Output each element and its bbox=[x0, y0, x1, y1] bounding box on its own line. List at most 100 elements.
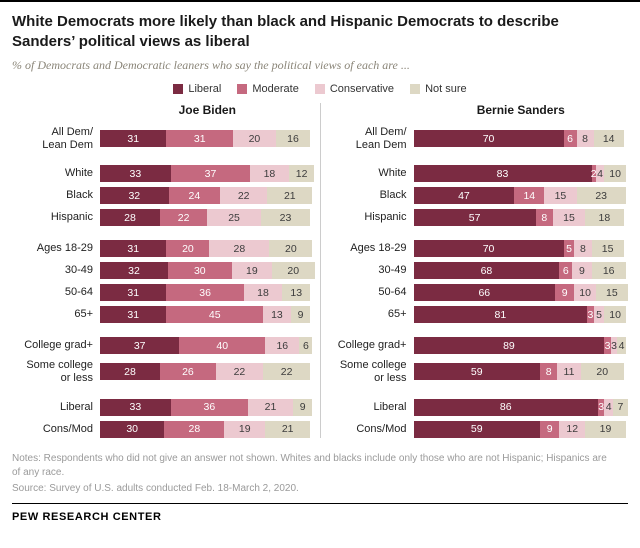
legend-item-liberal: Liberal bbox=[173, 83, 221, 95]
row-label: 65+ bbox=[74, 308, 93, 321]
segment-moderate: 36 bbox=[166, 284, 244, 302]
segment-conservative: 5 bbox=[593, 306, 605, 324]
stacked-bar: 68 6 9 16 bbox=[413, 262, 629, 280]
segment-moderate: 37 bbox=[170, 165, 251, 183]
segment-conservative: 15 bbox=[552, 209, 586, 227]
segment-liberal: 83 bbox=[413, 165, 592, 183]
segment-conservative: 4 bbox=[595, 165, 605, 183]
footer-rule bbox=[12, 502, 628, 504]
segment-moderate: 2 bbox=[591, 165, 597, 183]
segment-moderate: 30 bbox=[167, 262, 232, 280]
stacked-bar: 33 37 18 12 bbox=[100, 165, 315, 183]
segment-conservative: 18 bbox=[250, 165, 289, 183]
stacked-bar: 89 3 3 4 bbox=[413, 337, 629, 355]
row-label: 65+ bbox=[387, 308, 407, 321]
segment-not-sure: 7 bbox=[612, 398, 628, 416]
bar-row-hispanic: Hispanic 57 8 15 18 bbox=[326, 209, 629, 227]
legend-item-conservative: Conservative bbox=[314, 83, 395, 95]
segment-liberal: 70 bbox=[413, 240, 564, 258]
stacked-bar: 70 6 8 14 bbox=[413, 130, 629, 148]
legend: Liberal Moderate Conservative Not sure bbox=[12, 83, 628, 95]
segment-moderate: 3 bbox=[587, 306, 594, 324]
row-group: College grad+ 37 40 16 6 Some college or less… bbox=[12, 337, 315, 384]
legend-label: Conservative bbox=[329, 83, 395, 95]
row-group: All Dem/ Lean Dem 70 6 8 14 bbox=[326, 126, 629, 151]
segment-liberal: 47 bbox=[413, 187, 515, 205]
stacked-bar: 57 8 15 18 bbox=[413, 209, 629, 227]
stacked-bar: 31 36 18 13 bbox=[100, 284, 315, 302]
segment-liberal: 81 bbox=[413, 306, 588, 324]
segment-not-sure: 20 bbox=[580, 363, 624, 381]
stacked-bar: 81 3 5 10 bbox=[413, 306, 629, 324]
bar-row-college-grad+: College grad+ 89 3 3 4 bbox=[326, 337, 629, 355]
segment-moderate: 6 bbox=[563, 130, 577, 148]
row-label: All Dem/ Lean Dem bbox=[42, 126, 93, 151]
segment-not-sure: 9 bbox=[290, 306, 311, 324]
stacked-bar: 70 5 8 15 bbox=[413, 240, 629, 258]
segment-moderate: 9 bbox=[540, 420, 560, 438]
bar-row-college-grad+: College grad+ 37 40 16 6 bbox=[12, 337, 315, 355]
segment-not-sure: 16 bbox=[591, 262, 626, 280]
bar-row-30-49: 30-49 32 30 19 20 bbox=[12, 262, 315, 280]
row-group: Liberal 86 3 4 7 Cons/Mod 59 9 12 19 bbox=[326, 398, 629, 438]
stacked-bar: 31 45 13 9 bbox=[100, 306, 315, 324]
chart-title: White Democrats more likely than black a… bbox=[12, 13, 559, 50]
segment-not-sure: 9 bbox=[293, 398, 313, 416]
row-label: White bbox=[378, 167, 407, 180]
row-label: Cons/Mod bbox=[42, 422, 93, 435]
segment-liberal: 66 bbox=[413, 284, 556, 302]
segment-not-sure: 19 bbox=[585, 420, 626, 438]
row-label: Black bbox=[66, 189, 93, 202]
chart-source: Source: Survey of U.S. adults conducted … bbox=[12, 482, 299, 494]
segment-liberal: 68 bbox=[413, 262, 560, 280]
segment-moderate: 20 bbox=[166, 240, 210, 258]
row-group: Ages 18-29 31 20 28 20 30-49 32 30 19 20 50-64 31 36… bbox=[12, 240, 315, 324]
bar-row-black: Black 47 14 15 23 bbox=[326, 187, 629, 205]
segment-moderate: 8 bbox=[535, 209, 553, 227]
segment-moderate: 5 bbox=[563, 240, 575, 258]
row-group: White 83 2 4 10 Black 47 14 15 23 Hispanic 57 8 15 18 bbox=[326, 165, 629, 227]
bar-row-black: Black 32 24 22 21 bbox=[12, 187, 315, 205]
stacked-bar: 31 31 20 16 bbox=[100, 130, 315, 148]
segment-conservative: 4 bbox=[604, 398, 613, 416]
bar-row-white: White 33 37 18 12 bbox=[12, 165, 315, 183]
row-label: Ages 18-29 bbox=[36, 242, 93, 255]
segment-moderate: 3 bbox=[604, 337, 611, 355]
row-label: Hispanic bbox=[364, 211, 407, 224]
stacked-bar: 59 9 12 19 bbox=[413, 420, 629, 438]
stacked-bar-chart: Joe Biden All Dem/ Lean Dem 31 31 20 16 White… bbox=[12, 103, 628, 438]
legend-label: Moderate bbox=[252, 83, 299, 95]
pew-research-center-brand: PEW RESEARCH CENTER bbox=[12, 510, 162, 523]
stacked-bar: 32 24 22 21 bbox=[100, 187, 315, 205]
stacked-bar: 32 30 19 20 bbox=[100, 262, 315, 280]
segment-conservative: 11 bbox=[557, 363, 581, 381]
segment-conservative: 25 bbox=[207, 209, 261, 227]
panel-rows-joe-biden: All Dem/ Lean Dem 31 31 20 16 White 33 37 18 12 Bl… bbox=[12, 126, 315, 438]
panel-divider bbox=[319, 103, 321, 438]
segment-not-sure: 4 bbox=[617, 337, 626, 355]
row-label: 30-49 bbox=[378, 264, 407, 277]
bar-row-liberal: Liberal 33 36 21 9 bbox=[12, 398, 315, 416]
segment-liberal: 33 bbox=[100, 398, 171, 416]
segment-moderate: 22 bbox=[160, 209, 208, 227]
segment-not-sure: 15 bbox=[591, 240, 624, 258]
panel-joe-biden: Joe Biden All Dem/ Lean Dem 31 31 20 16 White… bbox=[12, 103, 315, 438]
row-label: Some college or less bbox=[339, 359, 407, 384]
segment-conservative: 8 bbox=[574, 240, 592, 258]
legend-label: Liberal bbox=[188, 83, 222, 95]
liberal-swatch-icon bbox=[173, 84, 184, 94]
row-label: 50-64 bbox=[64, 286, 93, 299]
segment-conservative: 16 bbox=[265, 337, 300, 355]
segment-liberal: 57 bbox=[413, 209, 536, 227]
row-label: All Dem/ Lean Dem bbox=[355, 126, 407, 151]
bar-row-all-dem-lean-dem: All Dem/ Lean Dem 70 6 8 14 bbox=[326, 126, 629, 151]
legend-item-moderate: Moderate bbox=[237, 83, 299, 95]
bar-row-all-dem-lean-dem: All Dem/ Lean Dem 31 31 20 16 bbox=[12, 126, 315, 151]
bar-row-liberal: Liberal 86 3 4 7 bbox=[326, 398, 629, 416]
segment-conservative: 8 bbox=[576, 130, 594, 148]
row-label: 30-49 bbox=[64, 264, 93, 277]
segment-conservative: 3 bbox=[610, 337, 618, 355]
segment-liberal: 31 bbox=[100, 284, 167, 302]
row-label: College grad+ bbox=[337, 339, 407, 352]
segment-conservative: 18 bbox=[243, 284, 283, 302]
